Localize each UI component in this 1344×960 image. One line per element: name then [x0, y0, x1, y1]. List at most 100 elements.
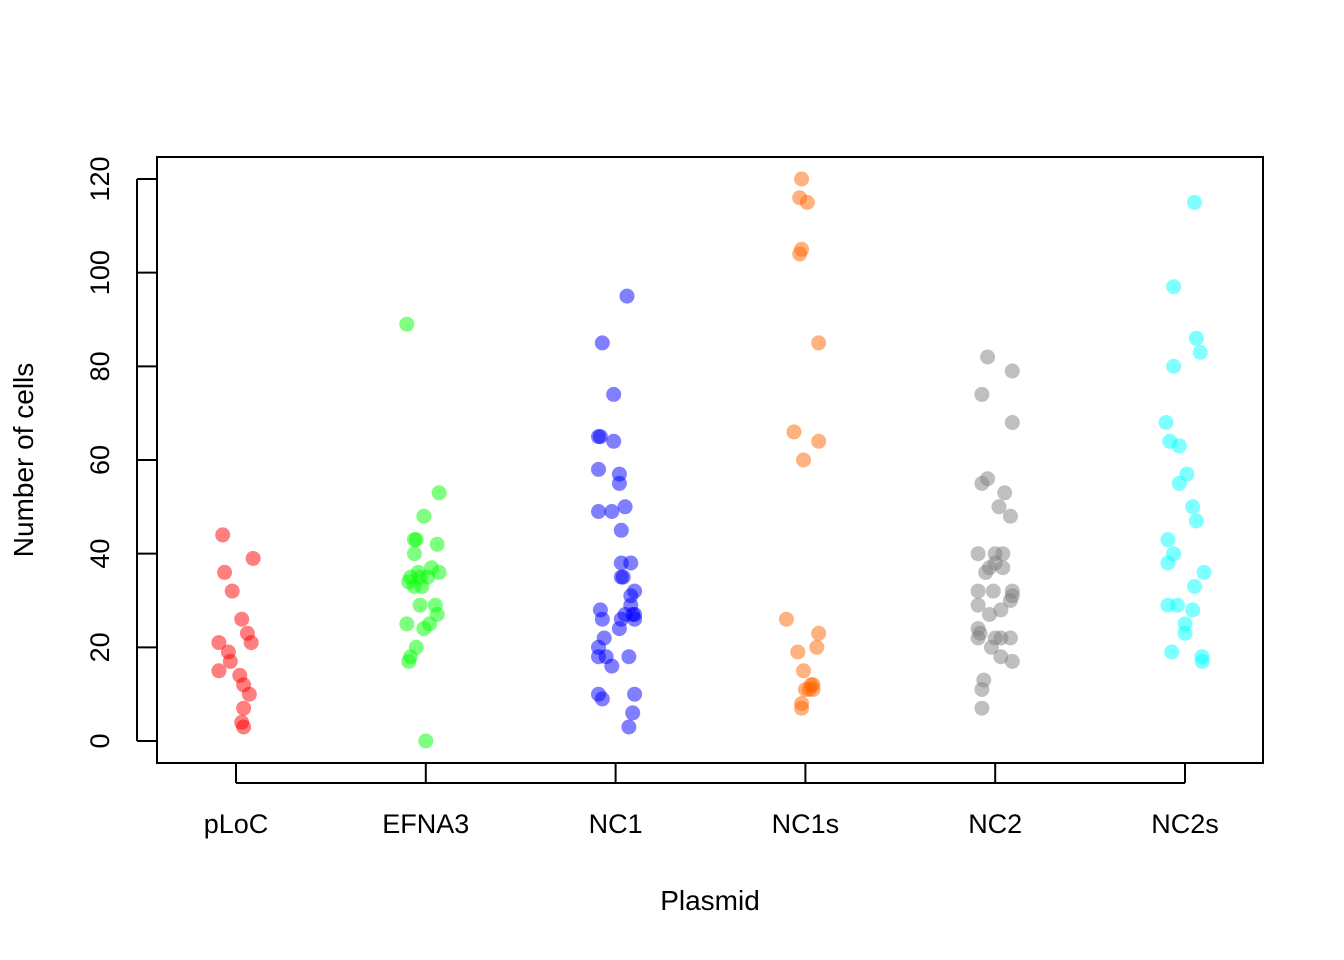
- series-NC1s: [778, 171, 827, 716]
- data-point: [980, 349, 996, 365]
- data-point: [1177, 625, 1193, 641]
- data-point: [222, 653, 238, 669]
- y-axis: 0 20 40 60 80 100 120: [85, 156, 157, 749]
- data-point: [627, 611, 643, 627]
- data-point: [211, 663, 227, 679]
- data-point: [1164, 644, 1180, 660]
- data-point: [790, 644, 806, 660]
- data-point: [1166, 358, 1182, 374]
- data-point: [1160, 555, 1176, 571]
- data-point: [993, 649, 1009, 665]
- data-point: [978, 564, 994, 580]
- data-point: [594, 335, 610, 351]
- data-point: [224, 583, 240, 599]
- data-point: [786, 424, 802, 440]
- y-tick-label: 60: [85, 445, 115, 475]
- data-point: [974, 386, 990, 402]
- data-point: [805, 682, 821, 697]
- data-point: [592, 429, 608, 445]
- data-point: [604, 504, 620, 519]
- y-tick-label: 20: [85, 632, 115, 662]
- data-point: [1171, 475, 1187, 491]
- data-point: [604, 658, 620, 674]
- data-point: [431, 564, 447, 580]
- data-point: [1194, 653, 1210, 669]
- data-point: [1185, 499, 1201, 515]
- data-point: [241, 686, 257, 702]
- data-point: [997, 485, 1013, 501]
- x-tick-label: NC2: [968, 809, 1022, 839]
- data-point: [1002, 593, 1018, 608]
- data-point: [974, 682, 990, 697]
- y-tick-label: 120: [85, 156, 115, 201]
- data-point: [778, 611, 794, 627]
- series-EFNA3: [399, 316, 447, 749]
- data-point: [236, 700, 252, 716]
- data-point: [983, 639, 999, 655]
- data-point: [1002, 508, 1018, 524]
- x-axis: pLoC EFNA3 NC1 NC1s NC2 NC2s: [204, 763, 1219, 839]
- x-tick-label: EFNA3: [382, 809, 469, 839]
- data-point: [796, 663, 811, 679]
- data-point: [606, 386, 622, 402]
- data-point: [401, 653, 417, 669]
- data-point: [1004, 653, 1020, 669]
- data-point: [615, 569, 631, 585]
- data-point: [613, 522, 629, 538]
- series-NC2: [970, 349, 1020, 716]
- data-point: [594, 691, 610, 707]
- x-tick-label: NC1: [589, 809, 643, 839]
- x-tick-label: NC2s: [1151, 809, 1219, 839]
- series-NC2s: [1158, 194, 1212, 669]
- data-point: [799, 194, 815, 210]
- series-pLoC: [211, 527, 261, 735]
- data-point: [217, 564, 233, 580]
- data-point: [591, 504, 606, 519]
- plot-frame: [156, 156, 1264, 764]
- data-point: [985, 583, 1001, 599]
- data-point: [412, 597, 428, 613]
- data-point: [627, 686, 643, 702]
- data-point: [974, 475, 990, 491]
- data-point: [408, 532, 424, 548]
- data-point: [993, 602, 1009, 618]
- data-point: [1169, 597, 1185, 613]
- data-point: [1188, 513, 1204, 529]
- data-point: [1004, 415, 1020, 430]
- y-tick-label: 40: [85, 539, 115, 569]
- data-point: [591, 461, 606, 477]
- data-point: [621, 719, 637, 735]
- data-point: [594, 611, 610, 627]
- data-point: [1187, 194, 1202, 210]
- data-point: [1185, 602, 1201, 618]
- data-point: [429, 536, 445, 552]
- data-point: [211, 635, 227, 651]
- data-point: [991, 499, 1007, 515]
- data-point: [1002, 630, 1018, 646]
- data-point: [794, 171, 810, 187]
- data-point: [970, 583, 986, 599]
- data-point: [611, 621, 627, 637]
- data-point: [215, 527, 231, 543]
- data-point: [1166, 279, 1182, 295]
- data-point: [399, 316, 415, 332]
- data-point: [416, 621, 432, 637]
- x-tick-label: pLoC: [204, 809, 269, 839]
- data-point: [1188, 330, 1204, 346]
- data-point: [611, 475, 627, 491]
- data-point: [982, 607, 997, 622]
- data-point: [245, 550, 261, 566]
- data-point: [236, 719, 252, 735]
- data-point: [243, 635, 259, 651]
- data-point: [416, 508, 432, 524]
- y-tick-label: 80: [85, 351, 115, 381]
- data-point: [809, 639, 825, 655]
- data-point: [1196, 564, 1212, 580]
- data-point: [970, 597, 986, 613]
- data-point: [1187, 579, 1202, 594]
- data-point: [970, 630, 986, 646]
- data-point: [234, 611, 250, 627]
- data-point: [1158, 415, 1174, 430]
- data-points: [211, 171, 1212, 749]
